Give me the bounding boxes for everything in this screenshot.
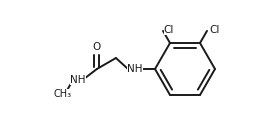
Text: Cl: Cl: [164, 25, 174, 35]
Text: Cl: Cl: [210, 25, 220, 35]
Text: O: O: [93, 42, 101, 52]
Text: CH₃: CH₃: [54, 89, 72, 99]
Text: NH: NH: [127, 64, 143, 74]
Text: NH: NH: [70, 75, 86, 85]
